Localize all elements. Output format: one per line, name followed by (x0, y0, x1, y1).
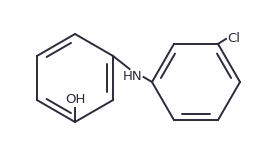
Text: OH: OH (65, 93, 85, 106)
Text: HN: HN (123, 70, 142, 84)
Text: Cl: Cl (227, 32, 240, 45)
